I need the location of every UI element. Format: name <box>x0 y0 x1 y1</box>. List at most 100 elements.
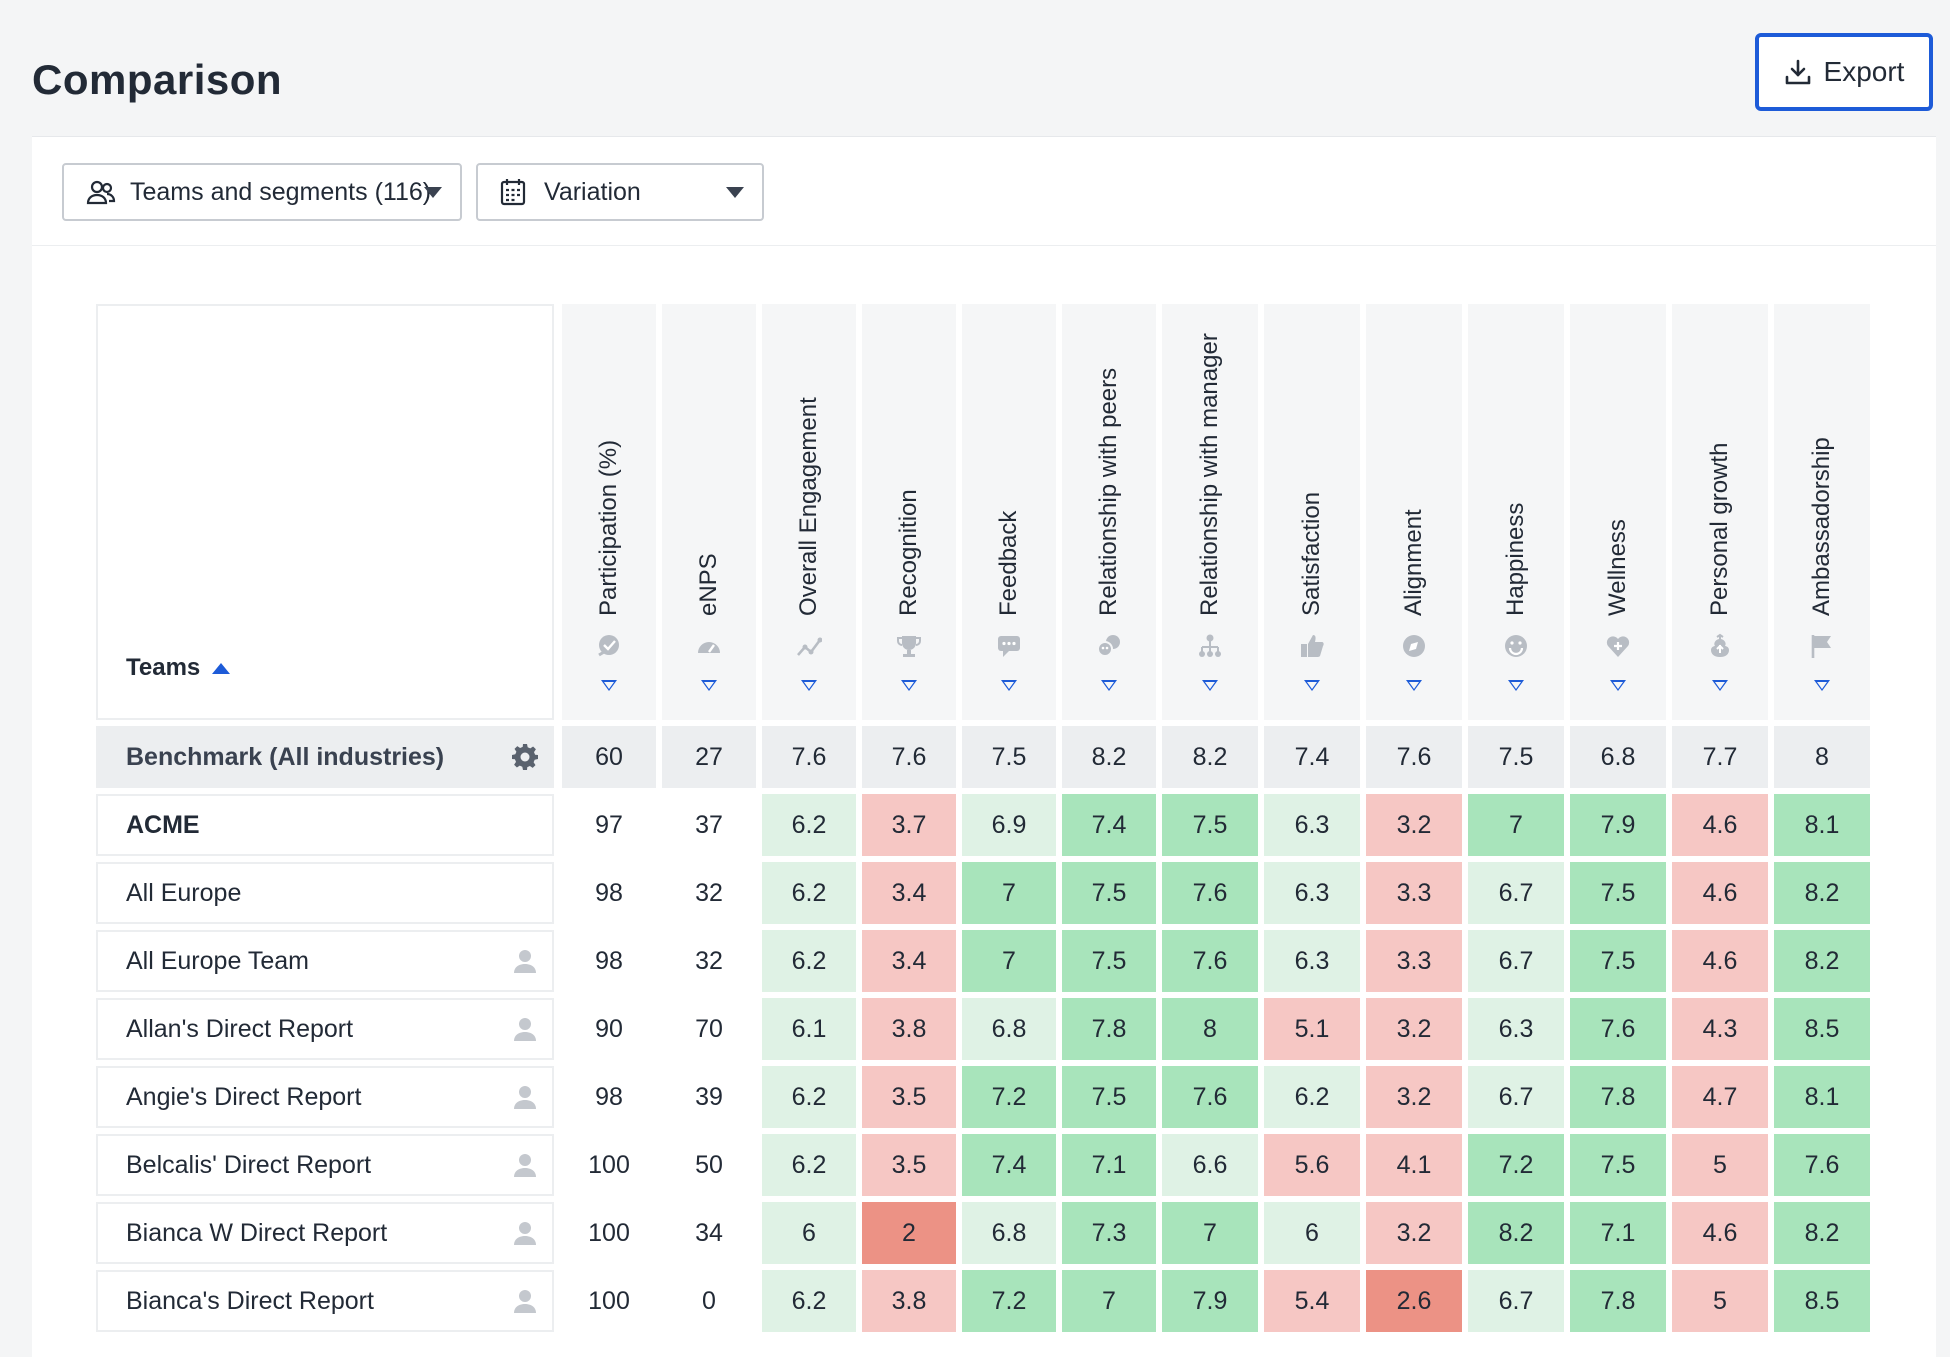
column-header-happiness[interactable]: Happiness <box>1468 304 1564 720</box>
flag-icon <box>1808 632 1836 660</box>
export-button[interactable]: Export <box>1755 33 1933 111</box>
chevron-down-icon <box>726 187 744 198</box>
person-icon <box>510 1218 540 1248</box>
column-header-enps[interactable]: eNPS <box>662 304 756 720</box>
table-cell: 4.7 <box>1672 1066 1768 1128</box>
table-cell: 6 <box>762 1202 856 1264</box>
page-title: Comparison <box>32 56 283 103</box>
sort-descending-icon[interactable] <box>1508 680 1524 691</box>
table-cell: 7.1 <box>1570 1202 1666 1264</box>
column-header-feedback[interactable]: Feedback <box>962 304 1056 720</box>
table-row-name[interactable]: ACME <box>96 794 554 856</box>
table-cell: 7.9 <box>1570 794 1666 856</box>
table-cell: 6.8 <box>962 1202 1056 1264</box>
column-header-relationship-with-manager[interactable]: Relationship with manager <box>1162 304 1258 720</box>
table-cell: 8 <box>1162 998 1258 1060</box>
table-cell: 7.6 <box>862 726 956 788</box>
column-header-overall-engagement[interactable]: Overall Engagement <box>762 304 856 720</box>
table-cell: 3.2 <box>1366 794 1462 856</box>
sort-descending-icon[interactable] <box>1814 680 1830 691</box>
table-cell: 6.9 <box>962 794 1056 856</box>
sort-descending-icon[interactable] <box>1304 680 1320 691</box>
table-cell: 7.6 <box>1162 1066 1258 1128</box>
column-header-ambassadorship[interactable]: Ambassadorship <box>1774 304 1870 720</box>
person-icon <box>510 946 540 976</box>
column-header-personal-growth[interactable]: Personal growth <box>1672 304 1768 720</box>
table-cell: 98 <box>562 930 656 992</box>
table-cell: 6.3 <box>1264 930 1360 992</box>
sort-descending-icon[interactable] <box>901 680 917 691</box>
table-cell: 8.1 <box>1774 1066 1870 1128</box>
table-cell: 97 <box>562 794 656 856</box>
table-cell: 27 <box>662 726 756 788</box>
column-header-participation[interactable]: Participation (%) <box>562 304 656 720</box>
row-label: All Europe <box>126 878 242 907</box>
row-label: Belcalis' Direct Report <box>126 1150 372 1179</box>
gear-icon[interactable] <box>510 742 540 772</box>
table-cell: 100 <box>562 1202 656 1264</box>
column-header-recognition[interactable]: Recognition <box>862 304 956 720</box>
sort-descending-icon[interactable] <box>1202 680 1218 691</box>
calendar-icon <box>500 177 530 207</box>
column-header-label: Satisfaction <box>1298 491 1325 616</box>
sort-descending-icon[interactable] <box>1406 680 1422 691</box>
table-row-name[interactable]: All Europe Team <box>96 930 554 992</box>
table-row-name[interactable]: Angie's Direct Report <box>96 1066 554 1128</box>
table-cell: 8.2 <box>1774 930 1870 992</box>
table-cell: 3.4 <box>862 862 956 924</box>
sort-descending-icon[interactable] <box>801 680 817 691</box>
sort-descending-icon[interactable] <box>701 680 717 691</box>
table-row-name[interactable]: Bianca's Direct Report <box>96 1270 554 1332</box>
table-cell: 50 <box>662 1134 756 1196</box>
column-header-label: Relationship with peers <box>1095 367 1122 616</box>
column-header-relationship-with-peers[interactable]: Relationship with peers <box>1062 304 1156 720</box>
column-header-wellness[interactable]: Wellness <box>1570 304 1666 720</box>
table-cell: 7 <box>1162 1202 1258 1264</box>
table-cell: 100 <box>562 1134 656 1196</box>
peers-icon <box>1095 632 1123 660</box>
table-row-name[interactable]: Belcalis' Direct Report <box>96 1134 554 1196</box>
table-cell: 4.1 <box>1366 1134 1462 1196</box>
column-header-label: Relationship with manager <box>1196 333 1223 616</box>
table-cell: 6.2 <box>762 1270 856 1332</box>
table-cell: 8.2 <box>1774 862 1870 924</box>
table-cell: 37 <box>662 794 756 856</box>
table-cell: 4.3 <box>1672 998 1768 1060</box>
variation-select[interactable]: Variation <box>476 163 764 221</box>
table-cell: 34 <box>662 1202 756 1264</box>
column-header-label: Wellness <box>1604 519 1631 616</box>
table-cell: 7.8 <box>1570 1066 1666 1128</box>
teams-segments-select[interactable]: Teams and segments (116) <box>62 163 462 221</box>
heart-plus-icon <box>1604 632 1632 660</box>
table-row-name[interactable]: All Europe <box>96 862 554 924</box>
column-header-alignment[interactable]: Alignment <box>1366 304 1462 720</box>
sort-ascending-icon <box>212 663 230 674</box>
table-cell: 60 <box>562 726 656 788</box>
table-row-name[interactable]: Benchmark (All industries) <box>96 726 554 788</box>
sort-descending-icon[interactable] <box>601 680 617 691</box>
sort-descending-icon[interactable] <box>1610 680 1626 691</box>
column-header-satisfaction[interactable]: Satisfaction <box>1264 304 1360 720</box>
sort-descending-icon[interactable] <box>1001 680 1017 691</box>
teams-select-value: Teams and segments (116) <box>130 177 432 206</box>
table-row-name[interactable]: Allan's Direct Report <box>96 998 554 1060</box>
table-row-name[interactable]: Bianca W Direct Report <box>96 1202 554 1264</box>
table-cell: 3.3 <box>1366 862 1462 924</box>
sort-descending-icon[interactable] <box>1712 680 1728 691</box>
table-cell: 7.6 <box>762 726 856 788</box>
sort-descending-icon[interactable] <box>1101 680 1117 691</box>
teams-column-header[interactable]: Teams <box>96 304 554 720</box>
table-cell: 0 <box>662 1270 756 1332</box>
table-cell: 7.6 <box>1774 1134 1870 1196</box>
table-cell: 8.5 <box>1774 1270 1870 1332</box>
column-header-label: Recognition <box>895 489 922 616</box>
table-cell: 3.8 <box>862 1270 956 1332</box>
table-cell: 7 <box>1062 1270 1156 1332</box>
table-cell: 3.5 <box>862 1066 956 1128</box>
table-cell: 32 <box>662 930 756 992</box>
table-cell: 8.2 <box>1162 726 1258 788</box>
download-icon <box>1784 58 1812 86</box>
table-cell: 2 <box>862 1202 956 1264</box>
table-cell: 6.3 <box>1468 998 1564 1060</box>
table-cell: 3.5 <box>862 1134 956 1196</box>
